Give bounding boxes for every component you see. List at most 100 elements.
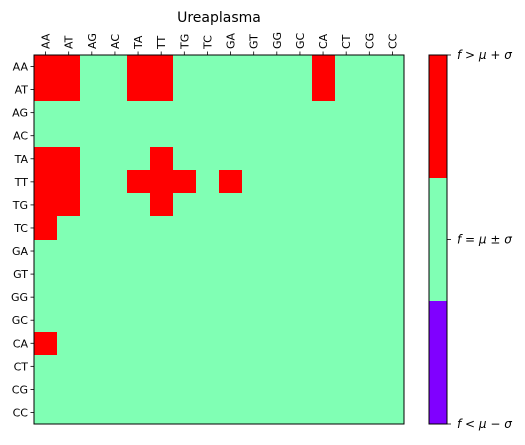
heatmap-cell bbox=[358, 147, 381, 170]
heatmap-cell bbox=[127, 240, 150, 263]
heatmap-cell bbox=[335, 240, 358, 263]
heatmap-cell bbox=[358, 78, 381, 101]
heatmap-cell bbox=[80, 55, 103, 78]
heatmap-cell bbox=[242, 170, 265, 193]
heatmap-cell bbox=[103, 55, 127, 78]
heatmap-cell bbox=[173, 147, 196, 170]
heatmap-cell bbox=[150, 101, 173, 124]
heatmap-cell bbox=[34, 355, 57, 378]
colorbar-segment bbox=[429, 55, 447, 178]
heatmap-cell bbox=[150, 378, 173, 401]
heatmap-cell bbox=[150, 193, 173, 216]
heatmap-cell bbox=[173, 193, 196, 216]
heatmap-cell bbox=[242, 401, 265, 424]
heatmap-cell bbox=[80, 124, 103, 147]
heatmap-cell bbox=[103, 355, 127, 378]
heatmap-cell bbox=[219, 170, 242, 193]
heatmap-cell bbox=[57, 78, 80, 101]
heatmap-cell bbox=[312, 78, 335, 101]
heatmap-cell bbox=[150, 170, 173, 193]
heatmap-cell bbox=[242, 286, 265, 309]
heatmap-cell bbox=[173, 55, 196, 78]
colorbar-tick-label: f > μ + σ bbox=[457, 48, 512, 62]
heatmap-cell bbox=[312, 55, 335, 78]
heatmap-cell bbox=[34, 263, 57, 286]
heatmap-cell bbox=[127, 216, 150, 240]
heatmap-cell bbox=[242, 309, 265, 332]
heatmap-cell bbox=[288, 170, 312, 193]
heatmap-cell bbox=[358, 309, 381, 332]
heatmap-cell bbox=[103, 378, 127, 401]
heatmap-cell bbox=[312, 332, 335, 355]
heatmap-cell bbox=[288, 355, 312, 378]
heatmap-cell bbox=[196, 355, 219, 378]
heatmap-cell bbox=[103, 193, 127, 216]
heatmap-cell bbox=[335, 193, 358, 216]
heatmap-cell bbox=[335, 309, 358, 332]
heatmap-cell bbox=[358, 124, 381, 147]
heatmap-cell bbox=[80, 78, 103, 101]
x-tick-label: TT bbox=[155, 35, 168, 50]
heatmap-cell bbox=[103, 78, 127, 101]
heatmap-cell bbox=[288, 193, 312, 216]
heatmap-cell bbox=[219, 263, 242, 286]
heatmap-cell bbox=[265, 286, 288, 309]
heatmap-cell bbox=[312, 378, 335, 401]
heatmap-cell bbox=[80, 355, 103, 378]
heatmap-cell bbox=[219, 401, 242, 424]
heatmap-cell bbox=[57, 401, 80, 424]
heatmap-cell bbox=[127, 263, 150, 286]
heatmap-cell bbox=[288, 332, 312, 355]
heatmap-cell bbox=[150, 240, 173, 263]
heatmap-cell bbox=[103, 170, 127, 193]
y-tick-label: AT bbox=[15, 84, 29, 97]
heatmap-cell bbox=[358, 170, 381, 193]
heatmap-cell bbox=[150, 309, 173, 332]
heatmap-cell bbox=[127, 170, 150, 193]
heatmap-cell bbox=[358, 378, 381, 401]
heatmap-cell bbox=[312, 355, 335, 378]
heatmap-cell bbox=[57, 286, 80, 309]
heatmap-cell bbox=[335, 286, 358, 309]
heatmap-cell bbox=[103, 332, 127, 355]
heatmap-cell bbox=[288, 240, 312, 263]
x-tick-label: AG bbox=[86, 33, 99, 49]
heatmap-cell bbox=[80, 309, 103, 332]
heatmap-cells bbox=[34, 55, 404, 424]
colorbar-tick-label: f = μ ± σ bbox=[457, 233, 512, 247]
heatmap-cell bbox=[173, 401, 196, 424]
heatmap-cell bbox=[127, 378, 150, 401]
heatmap-cell bbox=[34, 240, 57, 263]
heatmap-cell bbox=[196, 124, 219, 147]
heatmap-cell bbox=[103, 240, 127, 263]
heatmap-cell bbox=[57, 378, 80, 401]
heatmap-cell bbox=[242, 124, 265, 147]
heatmap-cell bbox=[103, 309, 127, 332]
heatmap-cell bbox=[196, 170, 219, 193]
heatmap-cell bbox=[381, 78, 404, 101]
heatmap-cell bbox=[80, 193, 103, 216]
heatmap-cell bbox=[219, 193, 242, 216]
heatmap-cell bbox=[265, 101, 288, 124]
heatmap-cell bbox=[288, 78, 312, 101]
heatmap-cell bbox=[358, 332, 381, 355]
heatmap-cell bbox=[288, 401, 312, 424]
heatmap-cell bbox=[173, 101, 196, 124]
x-tick-label: AC bbox=[109, 34, 122, 49]
heatmap-cell bbox=[57, 355, 80, 378]
heatmap-cell bbox=[265, 332, 288, 355]
y-tick-label: CG bbox=[12, 383, 28, 396]
heatmap-cell bbox=[103, 286, 127, 309]
heatmap-cell bbox=[173, 263, 196, 286]
heatmap-cell bbox=[150, 55, 173, 78]
heatmap-cell bbox=[80, 170, 103, 193]
heatmap-cell bbox=[242, 332, 265, 355]
heatmap-cell bbox=[335, 78, 358, 101]
colorbar-segment bbox=[429, 178, 447, 301]
heatmap-cell bbox=[196, 78, 219, 101]
heatmap-cell bbox=[57, 309, 80, 332]
heatmap-cell bbox=[196, 286, 219, 309]
heatmap-cell bbox=[288, 55, 312, 78]
heatmap-cell bbox=[335, 101, 358, 124]
heatmap-cell bbox=[335, 355, 358, 378]
